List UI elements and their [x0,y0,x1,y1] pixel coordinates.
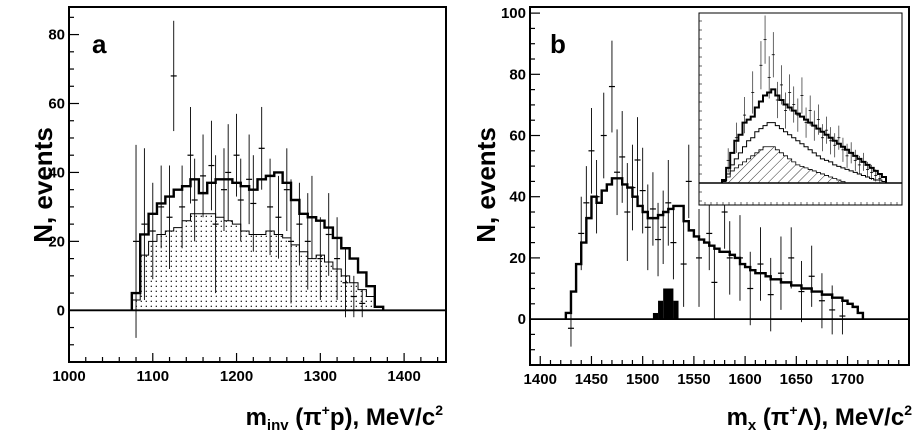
panel-a: 1000 1100 1200 1300 1400 0 20 40 60 80 a N, even… [28,6,447,431]
x-tick-label: 1600 [728,371,761,388]
panel-a-x-axis-title: minv (π+p), MeV/c2 [246,402,444,431]
panel-a-frame [68,6,447,363]
x-title-sup2: 2 [904,402,912,418]
panel-a-label: a [92,29,107,59]
x-tick-label: 1500 [626,371,659,388]
panel-b-x-ticks: 1400 1450 1500 1550 1600 1650 1700 [524,356,910,388]
y-tick-label: 80 [48,27,65,44]
x-title-main: m [246,404,267,431]
inset-data-points [726,15,882,183]
panel-b-y-ticks: 0 20 40 60 80 100 [501,5,540,366]
y-tick-label: 60 [509,128,526,145]
x-title-rest2: Λ), MeV/c [798,404,905,431]
y-tick-label: 20 [48,233,65,250]
panel-b-filled-bars [652,288,679,320]
panel-a-x-ticks: 1000 1100 1200 1300 1400 [52,353,439,385]
y-tick-label: 0 [518,311,526,328]
y-tick-label: 20 [509,250,526,267]
x-tick-label: 1550 [677,371,710,388]
panel-b-inset [698,12,903,206]
inset-hatch-area [721,146,846,184]
panel-b-frame [529,6,910,366]
y-tick-label: 0 [57,302,65,319]
inset-axis [699,20,902,205]
panel-b-y-axis-title: N, events [471,127,501,243]
filled-bar [673,300,679,320]
inset-thin-line [721,122,887,183]
x-title-rest1: (π [756,404,789,431]
x-tick-label: 1400 [387,368,420,385]
filled-bar [652,312,659,320]
panel-a-y-axis-title: N, events [28,127,58,243]
x-tick-label: 1300 [304,368,337,385]
x-title-sup: + [789,402,797,418]
x-tick-label: 1100 [137,368,170,385]
y-tick-label: 80 [509,66,526,83]
y-tick-label: 100 [501,5,526,22]
panel-a-thick-histogram [130,171,385,311]
y-tick-label: 40 [48,164,65,181]
panel-b: 1400 1450 1500 1550 1600 1650 1700 0 20 40 60 80 10… [471,5,912,431]
inset-hatched-histogram [721,146,846,184]
x-title-rest2: p), MeV/c [330,404,435,431]
panel-b-x-axis-title: mx (π+Λ), MeV/c2 [727,402,913,431]
x-title-sub: inv [267,417,289,431]
panel-a-y-ticks: 0 20 40 60 80 [48,16,79,363]
thick-step-line [130,171,385,311]
x-tick-label: 1700 [831,371,864,388]
panel-a-data-points [133,20,366,338]
x-title-sup2: 2 [435,402,443,418]
x-tick-label: 1650 [780,371,813,388]
x-title-sub: x [748,417,757,431]
y-tick-label: 40 [509,189,526,206]
thin-step-line [131,213,384,311]
panel-b-data-points [567,40,846,347]
panel-b-label: b [550,29,566,59]
y-tick-label: 60 [48,96,65,113]
x-tick-label: 1200 [220,368,253,385]
filled-bar [658,300,664,320]
x-tick-label: 1400 [524,371,557,388]
x-title-main: m [727,404,748,431]
filled-bar [663,288,674,320]
inset-thin-histogram [721,122,887,183]
x-tick-label: 1450 [575,371,608,388]
x-title-sup: + [322,402,330,418]
x-tick-label: 1000 [52,368,85,385]
x-title-rest1: (π [289,404,322,431]
